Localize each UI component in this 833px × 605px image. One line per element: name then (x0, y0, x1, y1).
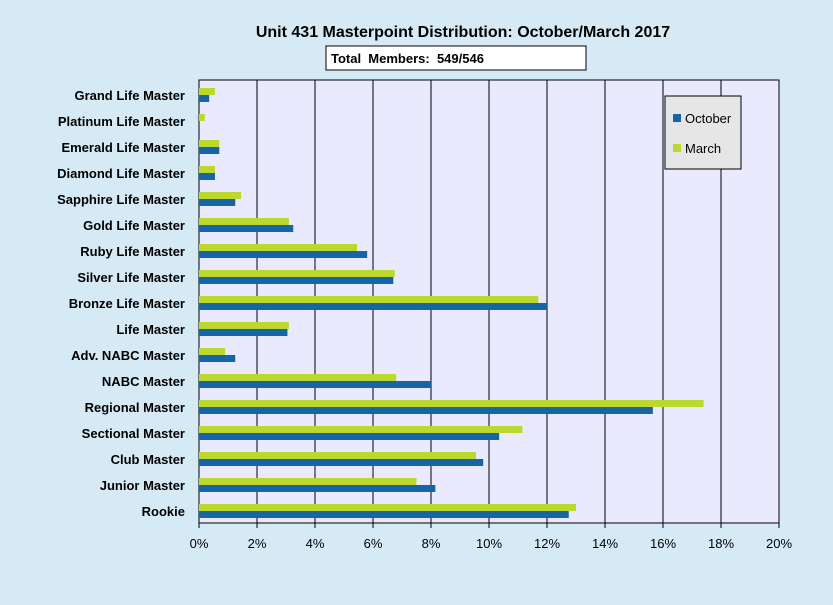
bar-october (199, 225, 294, 232)
bar-march (199, 218, 289, 225)
bar-march (199, 88, 215, 95)
category-label: Grand Life Master (74, 88, 185, 103)
bar-october (199, 173, 215, 180)
x-tick-label: 2% (248, 536, 267, 551)
category-label: Adv. NABC Master (71, 348, 185, 363)
bar-october (199, 459, 484, 466)
legend-swatch (673, 114, 681, 122)
legend-swatch (673, 144, 681, 152)
category-label: Diamond Life Master (57, 166, 185, 181)
category-label: Sapphire Life Master (57, 192, 185, 207)
category-label: Ruby Life Master (80, 244, 185, 259)
bar-october (199, 329, 288, 336)
x-tick-label: 18% (708, 536, 734, 551)
bar-october (199, 147, 220, 154)
bar-october (199, 485, 436, 492)
bar-march (199, 140, 220, 147)
bar-march (199, 192, 242, 199)
x-tick-label: 12% (534, 536, 560, 551)
bar-march (199, 374, 397, 381)
bar-march (199, 244, 358, 251)
bar-october (199, 407, 653, 414)
legend-box (664, 95, 742, 170)
bar-march (199, 166, 215, 173)
x-tick-label: 0% (190, 536, 209, 551)
bar-march (199, 114, 205, 121)
category-label: Club Master (111, 452, 185, 467)
x-tick-label: 16% (650, 536, 676, 551)
category-label: Regional Master (85, 400, 185, 415)
bar-march (199, 348, 226, 355)
category-label: Rookie (142, 504, 185, 519)
bar-march (199, 478, 417, 485)
category-label: Life Master (116, 322, 185, 337)
bar-march (199, 270, 395, 277)
bar-october (199, 303, 547, 310)
category-label: Sectional Master (82, 426, 185, 441)
legend-label: October (685, 111, 732, 126)
category-label: Silver Life Master (77, 270, 185, 285)
chart-title: Unit 431 Masterpoint Distribution: Octob… (256, 24, 670, 41)
bar-october (199, 277, 394, 284)
x-tick-label: 10% (476, 536, 502, 551)
bar-october (199, 511, 569, 518)
category-label: Gold Life Master (83, 218, 185, 233)
x-tick-label: 4% (306, 536, 325, 551)
category-label: Junior Master (100, 478, 185, 493)
x-tick-label: 20% (766, 536, 792, 551)
chart-subtitle: Total Members: 549/546 (331, 51, 484, 66)
legend-label: March (685, 141, 721, 156)
x-tick-label: 14% (592, 536, 618, 551)
bar-october (199, 95, 210, 102)
bar-october (199, 381, 431, 388)
category-label: Bronze Life Master (69, 296, 185, 311)
bar-march (199, 426, 523, 433)
bar-october (199, 199, 236, 206)
subtitle-box (325, 45, 587, 71)
bar-october (199, 355, 236, 362)
bars (199, 88, 704, 518)
bar-march (199, 452, 476, 459)
bar-march (199, 504, 576, 511)
bar-march (199, 400, 704, 407)
bar-october (199, 251, 368, 258)
category-label: Platinum Life Master (58, 114, 185, 129)
bar-october (199, 433, 500, 440)
bar-march (199, 322, 289, 329)
x-tick-label: 8% (422, 536, 441, 551)
category-label: NABC Master (102, 374, 185, 389)
category-label: Emerald Life Master (61, 140, 185, 155)
category-labels: Grand Life Master Platinum Life Master Eme… (57, 88, 185, 519)
legend: October March (664, 95, 742, 170)
bar-march (199, 296, 539, 303)
x-tick-label: 6% (364, 536, 383, 551)
x-tick-labels: 0% 2% 4% 6% 8% 10% 12% 14% 16% 18% 20% (190, 523, 792, 551)
